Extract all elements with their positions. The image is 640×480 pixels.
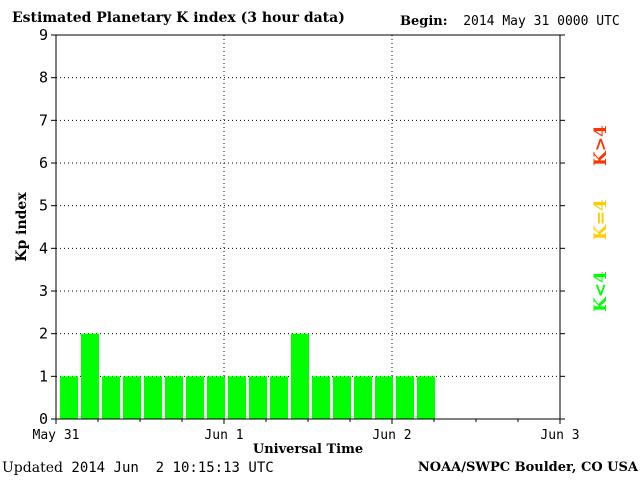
kp-bar xyxy=(396,376,414,419)
legend-mid: K=4 xyxy=(591,199,611,240)
x-axis-label: Universal Time xyxy=(253,442,363,457)
x-tick-label: May 31 xyxy=(33,428,80,443)
kp-bar xyxy=(165,376,183,419)
begin-label: Begin: xyxy=(400,14,448,29)
chart-title: Estimated Planetary K index (3 hour data… xyxy=(12,10,345,26)
y-tick-label: 7 xyxy=(39,111,48,129)
source-credit: NOAA/SWPC Boulder, CO USA xyxy=(417,460,638,475)
y-tick-label: 6 xyxy=(39,154,48,172)
y-tick-label: 1 xyxy=(39,367,48,385)
kp-bar xyxy=(375,376,393,419)
kp-bar xyxy=(81,333,99,419)
x-axis: May 31 Jun 1 Jun 2 Jun 3 xyxy=(33,419,580,443)
kp-bar xyxy=(102,376,120,419)
y-axis-label: Kp index xyxy=(14,192,30,262)
y-tick-label: 8 xyxy=(39,69,48,87)
y-tick-label: 2 xyxy=(39,325,48,343)
begin-timestamp: Begin: 2014 May 31 0000 UTC xyxy=(400,14,620,29)
chart-bars xyxy=(60,333,435,419)
kp-bar xyxy=(417,376,435,419)
begin-value: 2014 May 31 0000 UTC xyxy=(463,14,620,29)
x-tick-label: Jun 2 xyxy=(372,428,411,443)
y-tick-label: 5 xyxy=(39,197,48,215)
legend-high: K>4 xyxy=(591,125,611,166)
y-tick-label: 4 xyxy=(39,239,48,257)
y-tick-label: 3 xyxy=(39,282,48,300)
kp-bar xyxy=(291,333,309,419)
x-tick-label: Jun 1 xyxy=(204,428,243,443)
kp-bar xyxy=(312,376,330,419)
kp-bar xyxy=(249,376,267,419)
y-tick-label: 0 xyxy=(39,410,48,428)
kp-bar xyxy=(333,376,351,419)
y-tick-label: 9 xyxy=(39,26,48,44)
kp-bar xyxy=(270,376,288,419)
updated-timestamp: Updated 2014 Jun 2 10:15:13 UTC xyxy=(2,460,274,476)
y-axis: 0 1 2 3 4 5 6 7 8 9 xyxy=(39,26,565,428)
kp-bar xyxy=(186,376,204,419)
kp-bar xyxy=(354,376,372,419)
x-tick-label: Jun 3 xyxy=(540,428,579,443)
updated-value: 2014 Jun 2 10:15:13 UTC xyxy=(71,460,274,476)
kp-bar xyxy=(123,376,141,419)
kp-bar xyxy=(60,376,78,419)
legend-low: K<4 xyxy=(591,271,611,312)
kp-bar xyxy=(228,376,246,419)
updated-label: Updated xyxy=(2,460,63,476)
kp-bar xyxy=(207,376,225,419)
kp-bar xyxy=(144,376,162,419)
